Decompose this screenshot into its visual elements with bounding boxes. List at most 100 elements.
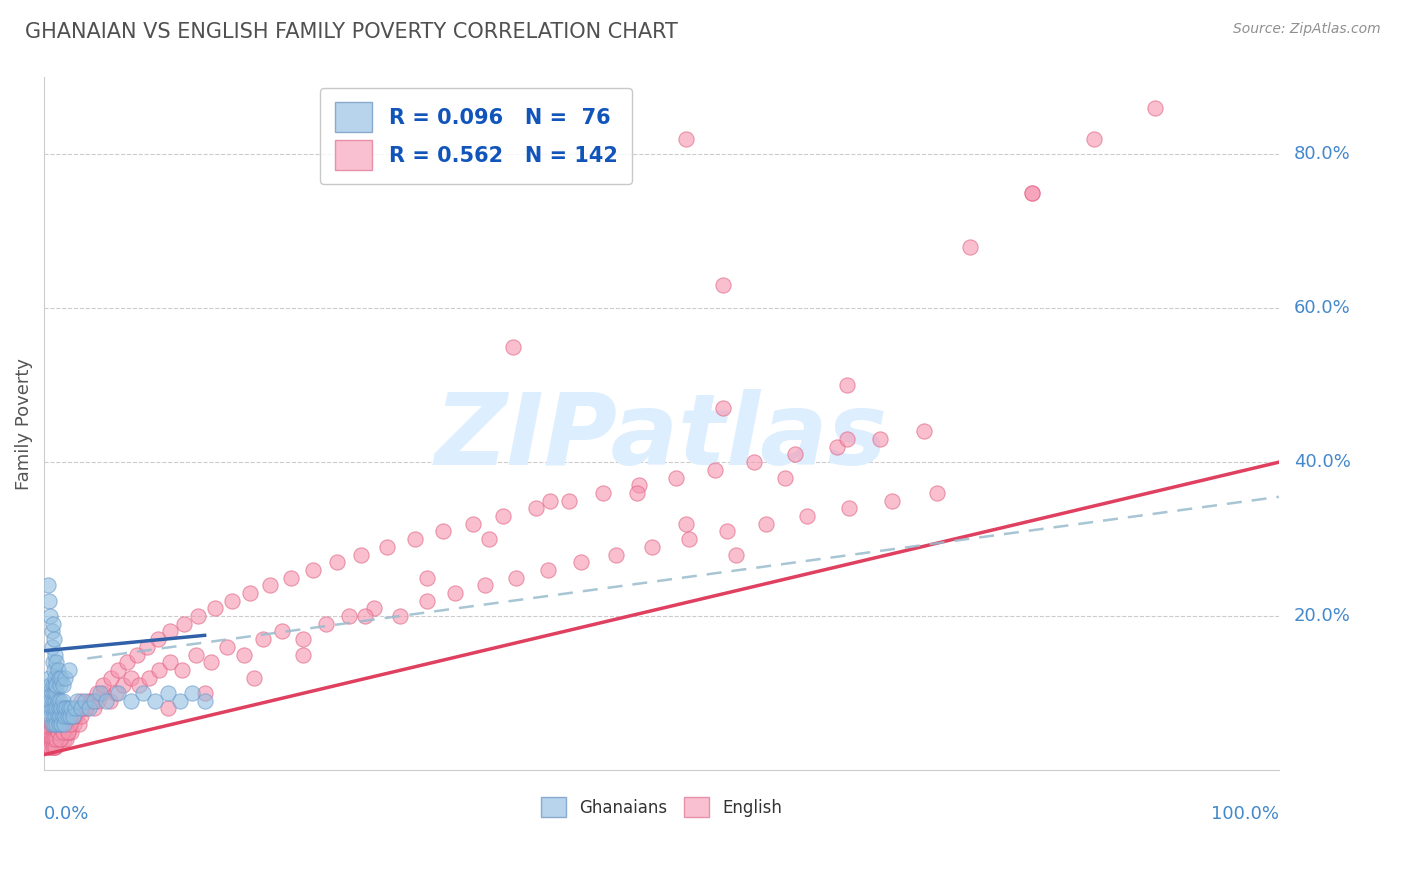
Point	[292, 648, 315, 662]
Point	[37, 578, 59, 592]
Point	[350, 548, 373, 562]
Point	[62, 709, 84, 723]
Point	[42, 716, 65, 731]
Point	[128, 678, 150, 692]
Point	[59, 709, 82, 723]
Point	[41, 701, 63, 715]
Point	[46, 724, 69, 739]
Point	[156, 701, 179, 715]
Point	[45, 716, 67, 731]
Text: 40.0%: 40.0%	[1294, 453, 1351, 471]
Point	[773, 470, 796, 484]
Point	[48, 701, 70, 715]
Point	[41, 716, 63, 731]
Point	[783, 448, 806, 462]
Point	[42, 655, 65, 669]
Point	[107, 686, 129, 700]
Point	[62, 716, 84, 731]
Point	[39, 678, 62, 692]
Point	[169, 694, 191, 708]
Point	[100, 671, 122, 685]
Point	[60, 724, 83, 739]
Point	[377, 540, 399, 554]
Point	[45, 716, 67, 731]
Point	[724, 548, 747, 562]
Point	[37, 686, 59, 700]
Point	[628, 478, 651, 492]
Point	[42, 724, 65, 739]
Point	[221, 593, 243, 607]
Point	[444, 586, 467, 600]
Point	[354, 609, 377, 624]
Point	[70, 709, 93, 723]
Point	[1021, 186, 1043, 200]
Point	[39, 609, 62, 624]
Legend: Ghanaians, English: Ghanaians, English	[534, 790, 789, 824]
Point	[62, 709, 84, 723]
Point	[194, 694, 217, 708]
Point	[45, 686, 67, 700]
Y-axis label: Family Poverty: Family Poverty	[15, 358, 32, 490]
Point	[159, 655, 181, 669]
Point	[675, 132, 697, 146]
Point	[55, 732, 77, 747]
Point	[41, 624, 63, 639]
Point	[505, 571, 527, 585]
Point	[38, 701, 60, 715]
Point	[869, 432, 891, 446]
Point	[51, 716, 73, 731]
Point	[461, 516, 484, 531]
Point	[38, 671, 60, 685]
Point	[58, 663, 80, 677]
Point	[1144, 101, 1167, 115]
Point	[42, 694, 65, 708]
Point	[42, 701, 65, 715]
Point	[292, 632, 315, 647]
Point	[93, 686, 115, 700]
Point	[58, 716, 80, 731]
Point	[53, 716, 76, 731]
Point	[363, 601, 385, 615]
Point	[592, 486, 614, 500]
Point	[44, 648, 66, 662]
Point	[45, 678, 67, 692]
Point	[302, 563, 325, 577]
Point	[181, 686, 204, 700]
Point	[194, 686, 217, 700]
Point	[38, 716, 60, 731]
Point	[44, 671, 66, 685]
Point	[45, 732, 67, 747]
Point	[83, 694, 105, 708]
Point	[259, 578, 281, 592]
Point	[703, 463, 725, 477]
Point	[63, 701, 86, 715]
Point	[44, 739, 66, 754]
Point	[925, 486, 948, 500]
Point	[53, 724, 76, 739]
Point	[77, 701, 100, 715]
Point	[44, 739, 66, 754]
Point	[159, 624, 181, 639]
Point	[271, 624, 294, 639]
Point	[41, 716, 63, 731]
Point	[432, 524, 454, 539]
Text: 20.0%: 20.0%	[1294, 607, 1351, 625]
Point	[52, 724, 75, 739]
Point	[39, 694, 62, 708]
Point	[138, 671, 160, 685]
Point	[52, 732, 75, 747]
Point	[73, 701, 96, 715]
Point	[52, 694, 75, 708]
Point	[1083, 132, 1105, 146]
Point	[146, 632, 169, 647]
Point	[42, 616, 65, 631]
Point	[914, 425, 936, 439]
Point	[112, 678, 135, 692]
Point	[742, 455, 765, 469]
Point	[524, 501, 547, 516]
Point	[959, 240, 981, 254]
Point	[98, 694, 121, 708]
Point	[46, 694, 69, 708]
Point	[44, 724, 66, 739]
Point	[46, 724, 69, 739]
